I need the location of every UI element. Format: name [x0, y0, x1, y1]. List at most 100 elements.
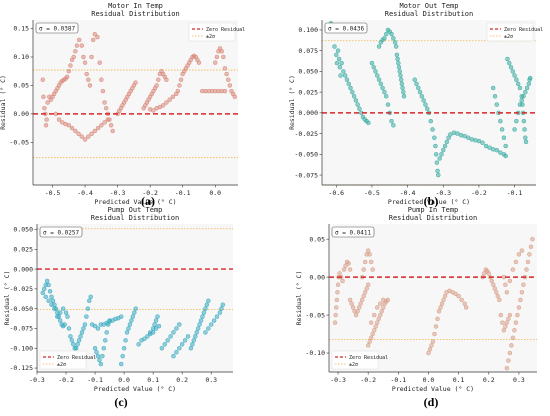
data-point: [68, 63, 73, 68]
data-point: [197, 322, 202, 327]
data-point: [92, 128, 98, 134]
data-point: [383, 31, 389, 37]
data-point: [69, 338, 75, 343]
data-point: [437, 156, 442, 161]
data-point: [334, 52, 339, 58]
data-point: [375, 73, 380, 78]
legend-zero-label: Zero Residual: [57, 355, 96, 361]
data-point: [351, 94, 357, 99]
data-point: [62, 322, 67, 327]
data-point: [347, 297, 353, 303]
data-point: [50, 298, 56, 304]
x-tick-label: -0.5: [364, 189, 380, 197]
data-point: [465, 135, 471, 140]
data-point: [436, 309, 442, 314]
data-point: [389, 118, 394, 124]
data-point: [419, 94, 425, 99]
data-point: [393, 44, 399, 49]
data-point: [73, 346, 79, 351]
data-point: [521, 282, 526, 287]
data-point: [333, 305, 339, 310]
data-point: [200, 314, 205, 319]
chart-title-line: Motor In Temp: [108, 2, 163, 10]
data-point: [82, 137, 88, 142]
data-point: [102, 100, 107, 105]
data-point: [494, 102, 500, 107]
legend-zero-label: Zero Residual: [504, 27, 543, 33]
data-point: [528, 244, 534, 250]
data-point: [448, 132, 453, 137]
data-point: [177, 322, 182, 327]
data-point: [359, 297, 365, 303]
data-point: [56, 117, 62, 122]
data-point: [79, 43, 85, 48]
data-point: [512, 127, 517, 132]
data-point: [177, 83, 182, 88]
data-point: [518, 297, 523, 303]
data-point: [82, 60, 88, 65]
data-point: [428, 118, 434, 124]
data-point: [63, 310, 69, 315]
data-point: [222, 88, 228, 94]
data-point: [362, 290, 368, 295]
x-tick-label: 0.1: [453, 376, 465, 384]
data-point: [101, 346, 107, 351]
data-point: [97, 357, 102, 363]
data-point: [379, 309, 385, 314]
legend-zero-label: Zero Residual: [206, 27, 245, 33]
data-point: [340, 278, 345, 284]
data-point: [489, 278, 495, 284]
data-point: [483, 143, 489, 149]
data-point: [523, 135, 528, 140]
data-point: [185, 334, 191, 339]
data-point: [171, 353, 176, 359]
y-tick-label: 0.100: [298, 26, 318, 34]
x-tick-label: -0.1: [391, 376, 407, 384]
data-point: [198, 318, 204, 323]
data-point: [421, 98, 426, 103]
sigma-box: [35, 22, 79, 34]
data-point: [528, 75, 533, 81]
data-point: [433, 324, 439, 329]
data-point: [333, 312, 338, 318]
data-point: [396, 60, 401, 66]
data-point: [430, 127, 435, 132]
x-tick-label: 0.2: [176, 376, 188, 384]
data-point: [455, 131, 460, 136]
data-point: [40, 290, 46, 296]
data-point: [389, 31, 394, 37]
data-point: [337, 65, 343, 70]
data-point: [481, 271, 487, 276]
data-point: [121, 346, 127, 351]
x-axis-label: Predicted Value (° C): [388, 198, 470, 206]
data-point: [147, 330, 153, 335]
data-point: [214, 314, 220, 319]
data-point: [175, 88, 181, 94]
data-point: [40, 77, 46, 82]
data-point: [98, 361, 104, 367]
data-point: [416, 85, 421, 91]
data-point: [76, 37, 82, 43]
data-point: [71, 342, 76, 347]
data-point: [392, 40, 398, 45]
data-point: [346, 261, 351, 266]
data-point: [346, 81, 351, 87]
data-point: [103, 105, 109, 111]
data-point: [442, 293, 448, 299]
plot-area: [33, 20, 238, 185]
data-point: [396, 65, 402, 70]
data-point: [377, 301, 383, 306]
data-point: [65, 314, 70, 319]
data-point: [334, 60, 340, 66]
data-point: [391, 123, 396, 128]
data-point: [42, 105, 47, 111]
data-point: [46, 298, 51, 304]
data-point: [45, 100, 50, 105]
data-point: [498, 312, 504, 318]
data-point: [171, 330, 176, 335]
data-point: [174, 349, 179, 355]
data-point: [368, 259, 374, 265]
data-point: [95, 34, 100, 40]
data-point: [456, 293, 461, 299]
